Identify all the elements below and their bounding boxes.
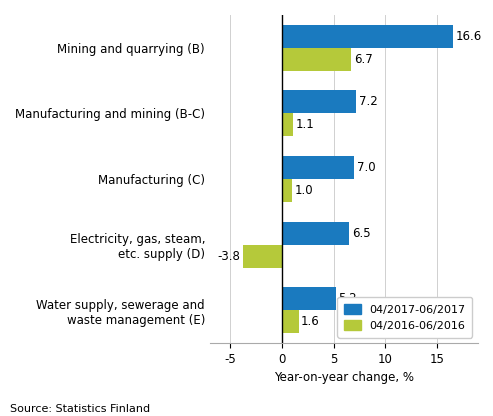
Text: 5.2: 5.2: [338, 292, 357, 305]
Text: -3.8: -3.8: [217, 250, 240, 262]
Bar: [282, 25, 453, 48]
Bar: [282, 179, 292, 202]
Bar: [282, 114, 293, 136]
Bar: [282, 48, 351, 71]
Legend: 04/2017-06/2017, 04/2016-06/2016: 04/2017-06/2017, 04/2016-06/2016: [337, 297, 472, 337]
Bar: [282, 287, 336, 310]
Text: 16.6: 16.6: [456, 30, 482, 43]
Text: 1.6: 1.6: [301, 315, 320, 328]
Text: 1.1: 1.1: [296, 119, 315, 131]
Text: Source: Statistics Finland: Source: Statistics Finland: [10, 404, 150, 414]
X-axis label: Year-on-year change, %: Year-on-year change, %: [274, 371, 414, 384]
Bar: [282, 156, 354, 179]
Text: 1.0: 1.0: [295, 184, 314, 197]
Text: 7.0: 7.0: [357, 161, 376, 174]
Bar: [243, 245, 282, 267]
Text: 6.5: 6.5: [352, 227, 370, 240]
Bar: [282, 222, 349, 245]
Text: 7.2: 7.2: [359, 95, 378, 109]
Bar: [282, 310, 299, 333]
Bar: [282, 90, 356, 114]
Text: 6.7: 6.7: [354, 53, 373, 66]
